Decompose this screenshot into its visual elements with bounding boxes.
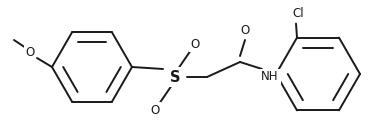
Text: O: O xyxy=(241,23,249,37)
Text: S: S xyxy=(170,70,180,84)
Text: O: O xyxy=(25,46,35,58)
Text: O: O xyxy=(191,37,199,51)
Text: O: O xyxy=(151,103,159,117)
Text: NH: NH xyxy=(261,70,279,84)
Text: Cl: Cl xyxy=(292,7,304,20)
